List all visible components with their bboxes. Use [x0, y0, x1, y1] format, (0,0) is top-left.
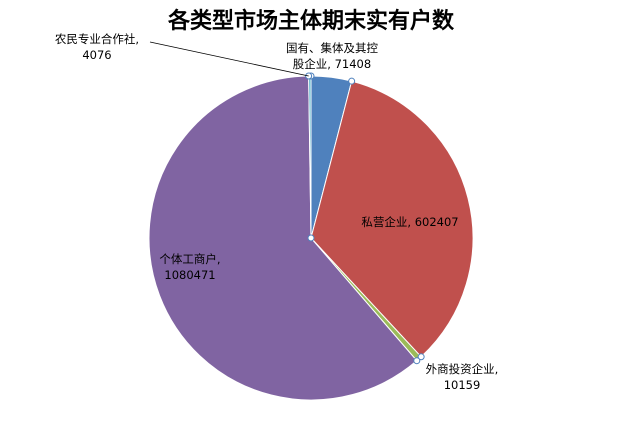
data-label-line: 4076 — [82, 48, 111, 62]
data-label-line: 10159 — [444, 378, 481, 392]
data-label-line: 私营企业, 602407 — [361, 215, 458, 229]
data-label-line: 个体工商户, — [159, 252, 220, 266]
slice-marker — [413, 357, 421, 365]
data-labels: 国有、集体及其控股企业, 71408 私营企业, 602407 外商投资企业, 101… — [55, 32, 498, 392]
leader-lines — [149, 41, 425, 365]
data-label-line: 1080471 — [164, 268, 215, 282]
leader-line — [149, 41, 309, 77]
pie-slice-2 — [310, 80, 474, 358]
data-label-line: 农民专业合作社, — [55, 32, 139, 46]
slice-marker — [417, 353, 425, 361]
center-marker — [307, 234, 315, 242]
chart-title: 各类型市场主体期末实有户数 — [167, 8, 455, 34]
data-label-5: 农民专业合作社, 4076 — [55, 32, 139, 62]
pie-slices — [148, 75, 474, 401]
data-label-line: 国有、集体及其控 — [286, 41, 378, 55]
data-label-line: 外商投资企业, — [426, 362, 499, 376]
data-label-2: 私营企业, 602407 — [361, 215, 458, 229]
data-label-3: 外商投资企业, 10159 — [426, 362, 499, 392]
data-label-line: 股企业, 71408 — [293, 57, 371, 71]
pie-slice-4 — [148, 75, 418, 401]
data-label-1: 国有、集体及其控股企业, 71408 — [286, 41, 378, 71]
slice-marker — [348, 77, 356, 85]
data-label-4: 个体工商户, 1080471 — [159, 252, 220, 282]
